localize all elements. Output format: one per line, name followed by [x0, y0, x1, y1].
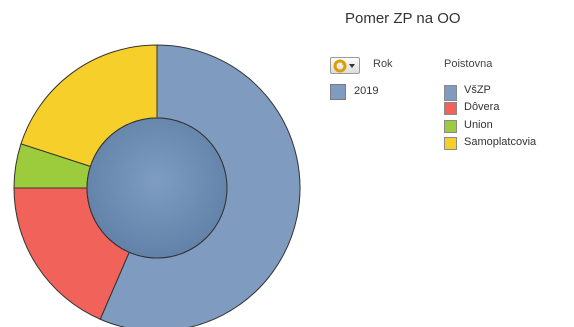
inner-ring-2019[interactable] — [86, 117, 228, 259]
dimension-legend-item-2019[interactable]: 2019 — [330, 84, 378, 100]
legend-label: Union — [464, 119, 493, 131]
legend-label: 2019 — [354, 85, 379, 97]
legend-swatch — [444, 120, 457, 133]
series-legend-header: Poistovna — [444, 58, 493, 70]
chart-title: Pomer ZP na OO — [345, 10, 461, 27]
series-legend-item-union[interactable]: Union — [444, 119, 493, 133]
outer-ring — [13, 44, 301, 327]
legend-label: VšZP — [464, 84, 491, 96]
legend-swatch — [444, 102, 457, 115]
cycle-group-button[interactable] — [330, 57, 360, 74]
cycle-group-icon — [333, 59, 347, 72]
legend-swatch — [330, 84, 346, 100]
legend-swatch — [444, 85, 457, 101]
series-legend-item-dovera[interactable]: Dôvera — [444, 101, 499, 115]
legend-label: Samoplatcovia — [464, 136, 537, 148]
dimension-legend-header: Rok — [373, 58, 393, 70]
legend-swatch — [444, 137, 457, 150]
chevron-down-icon — [349, 63, 355, 68]
series-legend-item-samoplatcovia[interactable]: Samoplatcovia — [444, 136, 536, 150]
legend-label: Dôvera — [464, 101, 500, 113]
series-legend-item-vszp[interactable]: VšZP — [444, 84, 491, 101]
